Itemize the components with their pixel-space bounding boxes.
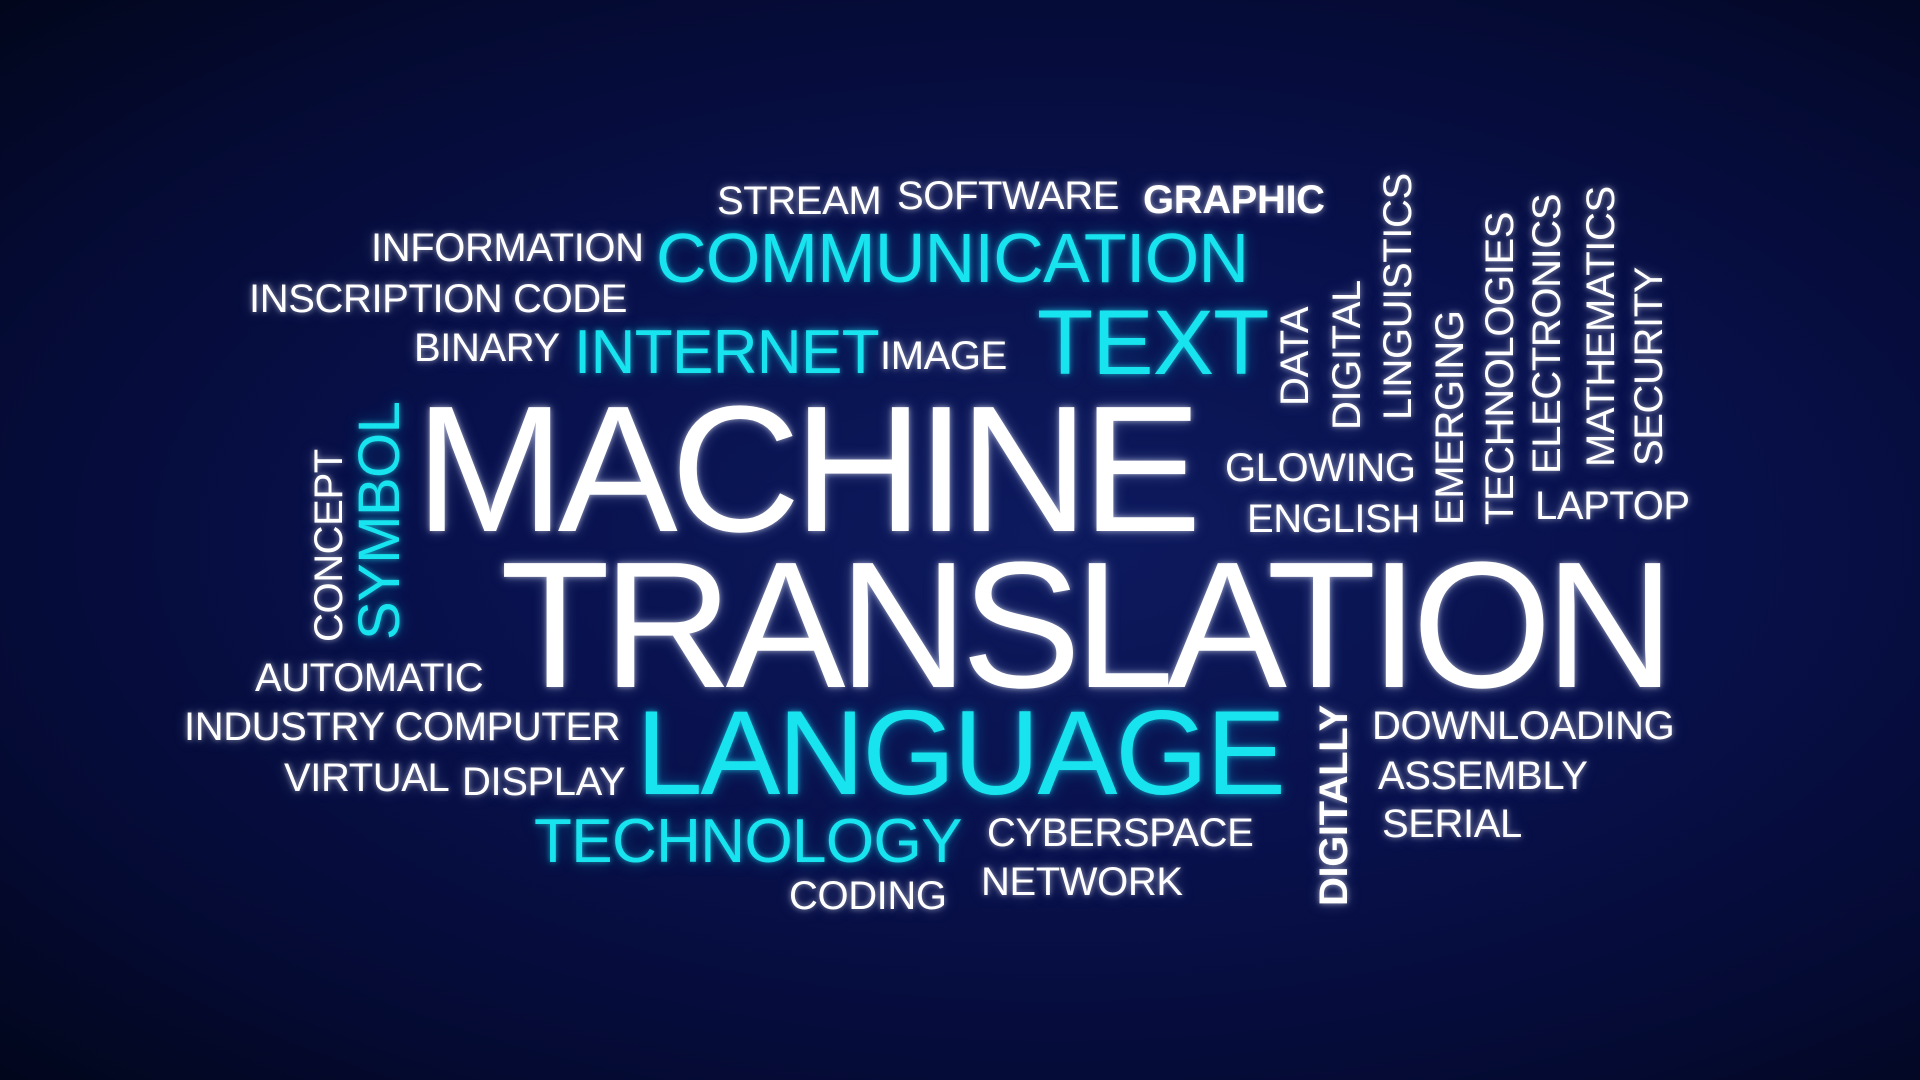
word-coding: CODING	[789, 874, 947, 918]
word-downloading: DOWNLOADING	[1372, 704, 1675, 748]
word-communication: COMMUNICATION	[656, 219, 1249, 297]
word-software: SOFTWARE	[897, 174, 1119, 218]
word-emerging: EMERGING	[1428, 310, 1472, 525]
word-laptop: LAPTOP	[1535, 484, 1690, 528]
word-technologies: TECHNOLOGIES	[1478, 211, 1522, 525]
word-english: ENGLISH	[1247, 497, 1420, 541]
word-symbol: SYMBOL	[347, 401, 412, 640]
word-machine: MACHINE	[415, 369, 1202, 570]
word-stream: STREAM	[717, 179, 882, 223]
word-network: NETWORK	[981, 860, 1183, 904]
word-industry-computer: INDUSTRY COMPUTER	[184, 705, 621, 749]
word-information: INFORMATION	[371, 226, 644, 270]
word-digital: DIGITAL	[1325, 280, 1369, 430]
word-translation: TRANSLATION	[500, 525, 1675, 726]
word-graphic: GRAPHIC	[1143, 178, 1325, 222]
word-assembly: ASSEMBLY	[1378, 754, 1588, 798]
word-display: DISPLAY	[462, 760, 626, 804]
word-electronics: ELECTRONICS	[1525, 193, 1569, 474]
word-security: SECURITY	[1627, 266, 1671, 466]
word-internet: INTERNET	[574, 318, 880, 387]
word-concept: CONCEPT	[307, 449, 351, 642]
word-cyberspace: CYBERSPACE	[987, 811, 1254, 855]
word-mathematics: MATHEMATICS	[1579, 186, 1623, 467]
word-glowing: GLOWING	[1225, 446, 1416, 490]
word-linguistics: LINGUISTICS	[1376, 173, 1420, 420]
word-digitally: DIGITALLY	[1312, 705, 1356, 906]
word-language: LANGUAGE	[636, 686, 1286, 820]
word-technology: TECHNOLOGY	[534, 807, 962, 876]
word-virtual: VIRTUAL	[284, 756, 450, 800]
word-inscription-code: INSCRIPTION CODE	[249, 277, 628, 321]
word-data: DATA	[1273, 306, 1317, 406]
word-image: IMAGE	[880, 334, 1007, 378]
word-text: TEXT	[1037, 292, 1269, 394]
word-binary: BINARY	[414, 326, 560, 370]
word-automatic: AUTOMATIC	[255, 656, 484, 700]
word-serial: SERIAL	[1382, 802, 1522, 846]
